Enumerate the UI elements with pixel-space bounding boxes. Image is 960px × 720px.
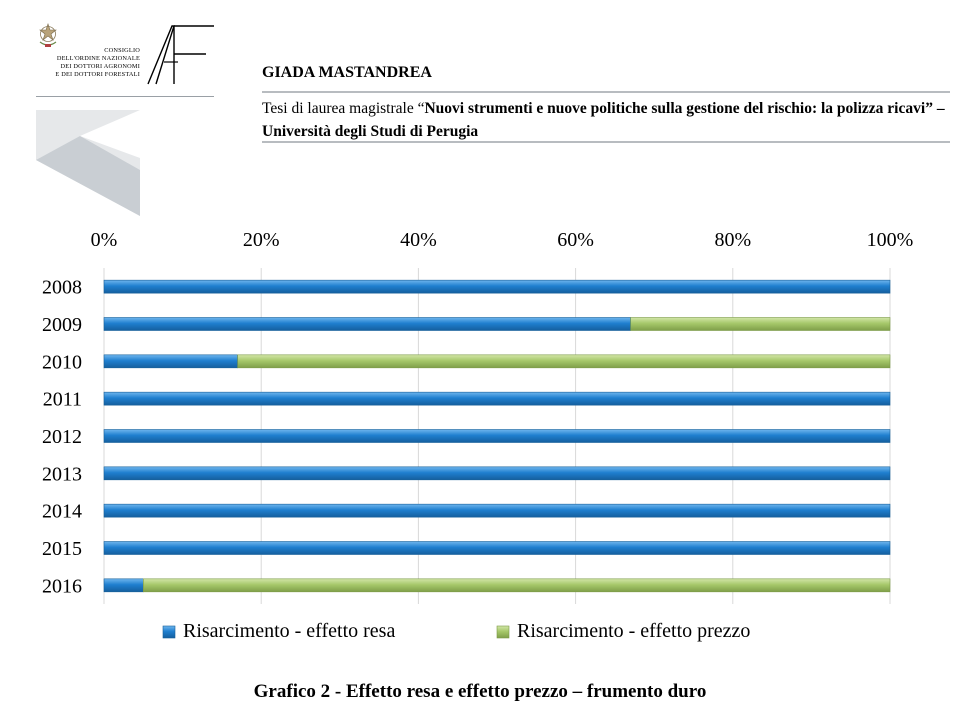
logo-divider — [36, 96, 214, 97]
x-tick-label: 60% — [557, 229, 594, 251]
bar-segment — [103, 578, 144, 593]
thesis-title: Nuovi strumenti e nuove politiche sulla … — [424, 100, 926, 117]
thesis-title-block: Tesi di laurea magistrale “Nuovi strumen… — [262, 97, 952, 143]
y-category-label: 2013 — [42, 463, 82, 485]
y-category-label: 2009 — [42, 314, 82, 336]
af-logo-mark — [147, 25, 214, 85]
bar-segment — [103, 354, 238, 369]
thesis-suffix: ” – Università degli Studi di Perugia — [262, 100, 945, 140]
bar-segment — [103, 466, 891, 481]
x-tick-label: 100% — [867, 229, 914, 251]
legend-swatch — [162, 625, 176, 639]
council-name: CONSIGLIO DELL'ORDINE NAZIONALE DEI DOTT… — [55, 47, 140, 78]
stacked-bar-chart: 0% 20% 40% 60% 80% 100% 2008 2009 2010 2011 2012 20… — [42, 229, 914, 642]
bar-segment — [103, 391, 891, 406]
bar-segment — [103, 541, 891, 555]
legend-label: Risarcimento - effetto resa — [183, 620, 395, 642]
bar-segment — [103, 503, 891, 518]
y-category-label: 2010 — [42, 351, 82, 373]
bar-segment — [103, 279, 891, 294]
y-category-label: 2016 — [42, 575, 82, 597]
y-category-label: 2015 — [42, 538, 82, 560]
thesis-divider — [262, 141, 950, 143]
legend-label: Risarcimento - effetto prezzo — [517, 620, 750, 642]
y-category-label: 2014 — [42, 501, 82, 523]
thesis-prefix: Tesi di laurea magistrale “ — [262, 100, 425, 117]
bar-segment — [143, 578, 891, 593]
bar-segment — [103, 317, 631, 331]
author-divider — [262, 91, 950, 93]
legend-swatch — [496, 625, 510, 639]
x-tick-label: 80% — [714, 229, 751, 251]
chart-caption: Grafico 2 - Effetto resa e effetto prezz… — [253, 681, 707, 702]
author-name: GIADA MASTANDREA — [262, 64, 432, 81]
bar-segment — [103, 429, 891, 443]
bar-segment — [630, 317, 891, 331]
decorative-chevron-shape — [36, 110, 140, 216]
bar-segment — [237, 354, 891, 369]
republic-emblem-icon — [39, 23, 57, 47]
x-tick-label: 0% — [91, 229, 118, 251]
x-tick-label: 20% — [243, 229, 280, 251]
y-category-label: 2012 — [42, 426, 82, 448]
x-tick-label: 40% — [400, 229, 437, 251]
y-category-label: 2008 — [42, 277, 82, 299]
y-category-label: 2011 — [43, 389, 82, 411]
logo: CONSIGLIO DELL'ORDINE NAZIONALE DEI DOTT… — [36, 22, 216, 98]
